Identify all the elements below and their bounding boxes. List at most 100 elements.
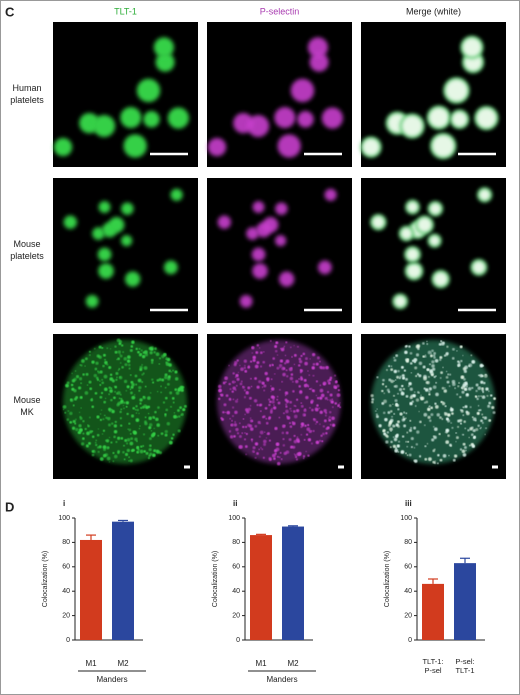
granule <box>282 367 286 370</box>
granule <box>319 410 323 415</box>
granule <box>251 346 255 350</box>
granule <box>472 428 476 433</box>
granule <box>385 368 388 371</box>
granule <box>479 427 482 430</box>
granule <box>487 404 491 409</box>
granule <box>295 458 298 461</box>
granule <box>66 381 70 385</box>
granule <box>392 444 397 449</box>
granule <box>396 444 400 448</box>
granule <box>445 440 450 444</box>
granule <box>293 363 296 366</box>
granule <box>329 376 333 380</box>
granule <box>447 373 450 376</box>
granule <box>226 410 231 415</box>
granule <box>260 410 262 412</box>
granule <box>108 365 112 370</box>
granule <box>292 409 296 413</box>
granule <box>235 384 238 387</box>
granule <box>102 429 106 432</box>
granule <box>228 382 231 386</box>
granule <box>104 360 108 365</box>
granule <box>270 387 275 391</box>
granule <box>375 413 379 416</box>
granule <box>272 398 275 401</box>
cell <box>63 215 78 229</box>
granule <box>130 449 134 453</box>
granule <box>284 398 288 402</box>
cell <box>167 107 189 129</box>
granule <box>139 398 143 402</box>
granule <box>144 416 147 419</box>
granule <box>445 352 449 356</box>
cell <box>108 217 125 233</box>
granule <box>109 389 113 393</box>
granule <box>150 430 153 432</box>
granule <box>130 380 134 384</box>
granule <box>135 383 138 386</box>
granule <box>86 431 90 436</box>
granule <box>284 391 289 395</box>
granule <box>309 406 311 409</box>
granule <box>404 350 408 355</box>
granule <box>259 430 264 435</box>
granule <box>323 419 327 423</box>
granule <box>309 387 313 391</box>
granule <box>451 382 456 387</box>
granule <box>465 410 469 414</box>
granule <box>138 385 142 390</box>
granule <box>451 426 454 429</box>
granule <box>274 349 278 353</box>
granule <box>480 380 484 384</box>
granule <box>441 401 446 406</box>
granule <box>431 364 435 368</box>
granule <box>268 403 271 407</box>
granule <box>153 427 155 430</box>
granule <box>425 400 429 404</box>
granule <box>71 379 76 383</box>
granule <box>446 418 449 421</box>
granule <box>393 425 396 428</box>
granule <box>451 356 455 360</box>
granule <box>273 406 277 410</box>
granule <box>138 427 140 430</box>
granule <box>103 400 107 404</box>
granule <box>259 351 263 355</box>
granule <box>283 412 285 415</box>
granule <box>231 419 233 422</box>
granule <box>334 386 338 390</box>
granule <box>436 462 439 465</box>
granule <box>296 436 299 439</box>
granule <box>140 445 143 448</box>
granule <box>136 450 140 454</box>
chart-sublabel: iii <box>405 499 412 508</box>
granule <box>258 435 261 438</box>
granule <box>71 387 75 391</box>
y-axis-label: Colocalization (%) <box>384 551 391 607</box>
granule <box>103 374 108 379</box>
granule <box>114 420 117 423</box>
granule <box>413 391 416 393</box>
granule <box>183 404 187 408</box>
granule <box>450 444 452 447</box>
cell <box>461 37 482 58</box>
granule <box>117 450 121 453</box>
granule <box>423 424 426 427</box>
row-label: Human <box>12 83 41 93</box>
granule <box>140 407 143 409</box>
granule <box>131 395 136 400</box>
cell <box>98 263 114 279</box>
granule <box>466 385 468 388</box>
granule <box>182 408 185 411</box>
granule <box>382 429 386 433</box>
granule <box>123 357 128 361</box>
granule <box>153 347 157 351</box>
granule <box>468 436 470 439</box>
granule <box>298 357 302 361</box>
cell <box>361 137 381 157</box>
bar <box>250 535 272 640</box>
granule <box>274 426 278 431</box>
granule <box>289 376 294 381</box>
bar <box>112 521 134 640</box>
granule <box>256 452 259 455</box>
